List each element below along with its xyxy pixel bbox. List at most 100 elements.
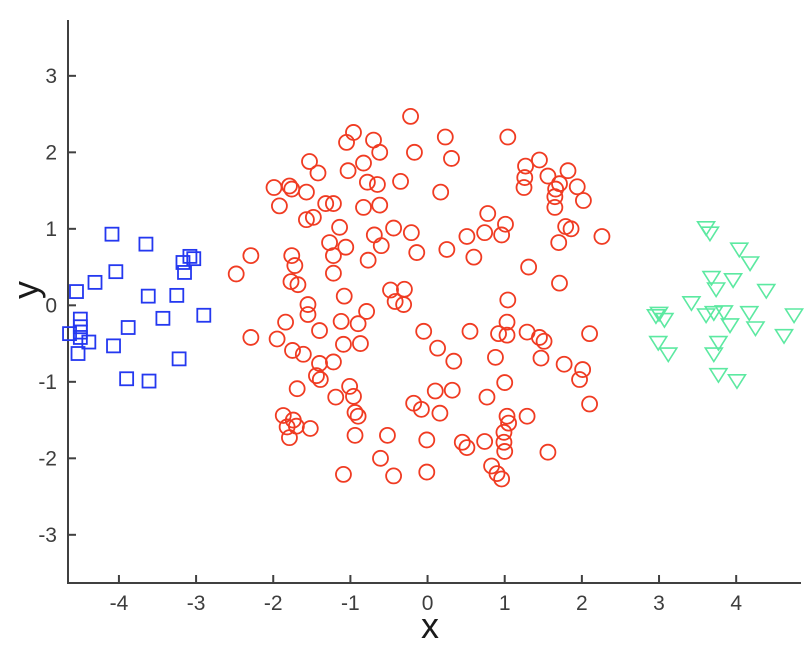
data-point-circle [402,224,420,242]
data-point-circle [499,128,517,146]
data-point-circle [349,315,367,333]
data-point-circle [499,291,517,309]
data-point-square [169,287,185,303]
y-tick-label: 3 [45,65,57,88]
data-point-square [106,338,121,354]
data-point-circle [317,195,335,212]
data-point-triangle [703,347,724,364]
data-point-circle [346,426,364,444]
data-point-circle [532,349,550,367]
data-point-circle [386,293,404,310]
data-point-square [177,265,192,280]
data-point-circle [546,188,564,206]
data-point-triangle [648,335,669,352]
data-point-circle [325,247,342,265]
data-point-triangle [740,256,761,272]
data-point-circle [581,325,598,343]
x-tick-label: 1 [499,592,511,615]
data-point-circle [265,179,283,196]
data-point-triangle [703,305,724,322]
data-point-circle [478,388,496,406]
data-point-circle [227,265,245,283]
data-point-circle [311,371,329,388]
data-point-triangle [713,305,734,321]
y-tick-label: 1 [45,218,57,241]
data-point-circle [325,264,342,282]
data-point-circle [487,348,504,366]
data-point-circle [277,313,294,331]
data-point-circle [335,465,352,483]
data-point-circle [395,296,413,313]
data-point-circle [289,276,307,294]
data-point-circle [550,234,568,251]
data-point-square [104,226,120,242]
data-point-circle [571,371,588,388]
data-point-circle [331,218,348,236]
data-point-triangle [784,308,805,325]
data-point-circle [547,180,565,198]
x-axis-title: x [421,605,439,646]
data-point-square [138,236,154,252]
data-point-triangle [739,305,760,322]
data-point-circle [461,322,479,340]
data-point-circle [372,237,390,255]
data-point-circle [551,274,568,292]
data-point-circle [520,258,538,276]
data-point-circle [408,244,426,261]
data-point-circle [392,173,409,190]
data-point-square [62,326,77,342]
data-point-circle [358,303,376,320]
data-point-circle [458,228,476,245]
data-point-circle [445,352,463,370]
data-point-circle [268,330,286,348]
data-point-circle [493,470,511,488]
data-point-circle [539,443,557,461]
data-point-circle [341,378,359,395]
data-point-circle [593,228,611,245]
data-point-circle [488,465,506,483]
data-point-circle [574,361,592,378]
x-tick-label: 2 [576,592,588,615]
data-point-circle [274,407,292,424]
data-point-square [69,284,84,299]
data-point-circle [301,153,318,170]
data-point-circle [365,226,383,244]
data-point-circle [498,407,516,425]
data-point-circle [496,374,514,391]
data-point-circle [299,296,317,313]
data-point-circle [495,433,513,451]
data-point-circle [531,151,548,169]
data-point-circle [352,335,369,352]
data-point-circle [281,177,298,195]
y-tick-label: -3 [38,524,57,547]
y-tick-label: -2 [38,447,57,470]
data-point-circle [476,224,494,242]
data-point-circle [327,388,345,406]
data-point-circle [498,326,516,344]
data-point-circle [418,431,436,449]
data-point-square [72,311,88,327]
data-point-circle [493,226,511,244]
data-point-square [175,255,191,270]
data-point-circle [298,211,315,229]
data-point-circle [337,238,355,256]
data-point-circle [465,248,483,266]
data-point-circle [431,404,449,422]
data-point-circle [402,107,419,125]
data-point-circle [415,322,433,340]
data-point-triangle [681,295,702,312]
data-point-circle [418,463,436,481]
data-point-circle [490,325,507,343]
data-point-square [87,274,103,290]
data-point-circle [517,157,534,175]
data-point-circle [438,241,456,258]
y-tick-label: 0 [45,294,57,317]
data-point-circle [294,345,312,363]
data-point-square [155,310,171,326]
data-point-circle [458,439,476,457]
data-point-circle [496,443,514,460]
data-point-circle [281,429,298,447]
data-point-circle [338,133,355,151]
